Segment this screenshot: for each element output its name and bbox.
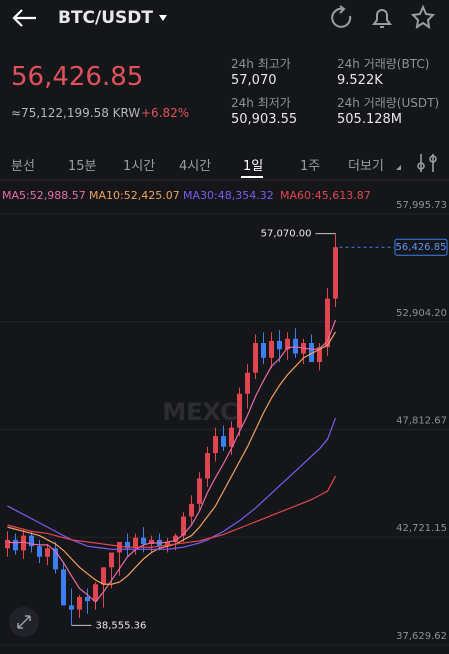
candle-body: [261, 343, 266, 358]
candle-body: [181, 516, 186, 536]
tab[interactable]: 더보기: [348, 159, 384, 174]
settings-icon[interactable]: [417, 154, 437, 172]
candle-body: [133, 537, 138, 549]
last-price-box: [394, 238, 448, 256]
candle-body: [293, 338, 298, 354]
tab[interactable]: 4시간: [179, 159, 212, 174]
candle-body: [21, 535, 26, 551]
refresh-icon[interactable]: [331, 5, 352, 28]
candle-body: [117, 541, 122, 553]
y-tick-label: 47,812.67: [396, 416, 447, 427]
candle-body: [93, 584, 98, 602]
candle-body: [69, 605, 74, 610]
low-label: 38,555.36: [96, 620, 147, 631]
ma-legend: MA60:45,613.87: [280, 189, 371, 202]
last-price-label: 56,426.85: [396, 242, 447, 253]
candle-body: [245, 372, 250, 394]
high-label: 57,070.00: [261, 229, 312, 240]
candle-body: [5, 539, 10, 549]
candle-body: [213, 436, 218, 454]
candle-body: [317, 347, 322, 363]
candle-body: [109, 552, 114, 568]
candle-body: [237, 393, 242, 428]
tab[interactable]: 1주: [300, 159, 321, 174]
candle-body: [173, 535, 178, 542]
tab-active[interactable]: 1일: [243, 159, 264, 174]
tab[interactable]: 분선: [11, 159, 35, 174]
candle-body: [77, 596, 82, 610]
pair-title[interactable]: BTC/USDT: [58, 8, 153, 28]
candle-body: [141, 537, 146, 545]
candle-body: [277, 340, 282, 350]
stat-label: 24h 최저가: [231, 96, 291, 110]
candle-body: [197, 478, 202, 504]
stat-value: 50,903.55: [231, 112, 298, 127]
pair-dropdown[interactable]: [159, 15, 167, 21]
ma-line: [7, 475, 337, 548]
ma-legend: MA30:48,354.32: [183, 189, 274, 202]
stat-value: 505.128M: [337, 112, 402, 127]
y-tick-label: 57,995.73: [396, 200, 447, 211]
y-tick-label: 52,904.20: [396, 308, 447, 319]
candle-body: [149, 539, 154, 545]
candle-body: [29, 535, 34, 547]
y-tick-label: 37,629.62: [396, 631, 447, 642]
krw-price: ≈75,122,199.58 KRW: [11, 106, 141, 120]
more-caret: [396, 165, 401, 170]
ma-line: [7, 417, 337, 550]
candle-body: [189, 503, 194, 517]
candle-body: [101, 567, 106, 585]
watermark: MEXC: [162, 398, 238, 426]
stat-value: 9.522K: [337, 73, 383, 88]
candle-body: [325, 298, 330, 348]
candle-body: [333, 247, 338, 299]
y-tick-label: 42,721.15: [396, 523, 447, 534]
candle-body: [125, 541, 130, 549]
candle-body: [221, 436, 226, 447]
ma-line: [7, 319, 337, 603]
stat-label: 24h 최고가: [231, 57, 291, 71]
last-price: 56,426.85: [11, 62, 144, 92]
tab[interactable]: 15분: [68, 159, 97, 174]
candle-body: [165, 541, 170, 547]
candle-body: [253, 343, 258, 373]
fullscreen-button[interactable]: [9, 607, 39, 637]
tab[interactable]: 1시간: [123, 159, 156, 174]
ma-legend: MA5:52,988.57: [2, 189, 86, 202]
back-button[interactable]: [12, 9, 36, 27]
change: +6.82%: [141, 106, 190, 120]
candle-body: [285, 338, 290, 350]
candle-body: [229, 427, 234, 447]
candle-body: [45, 548, 50, 557]
candle-body: [37, 546, 42, 557]
alert-icon[interactable]: [372, 9, 392, 28]
candle-body: [53, 548, 58, 570]
ma-legend: MA10:52,425.07: [89, 189, 180, 202]
candle-body: [205, 453, 210, 479]
candle-body: [85, 596, 90, 602]
candle-body: [13, 539, 18, 551]
candle-body: [309, 343, 314, 363]
ma-line: [7, 331, 337, 585]
stat-label: 24h 거래량(BTC): [337, 57, 430, 71]
stat-label: 24h 거래량(USDT): [337, 96, 440, 110]
favorite-icon[interactable]: [410, 4, 436, 30]
candle-body: [269, 340, 274, 358]
candle-body: [61, 569, 66, 606]
stat-value: 57,070: [231, 73, 277, 88]
